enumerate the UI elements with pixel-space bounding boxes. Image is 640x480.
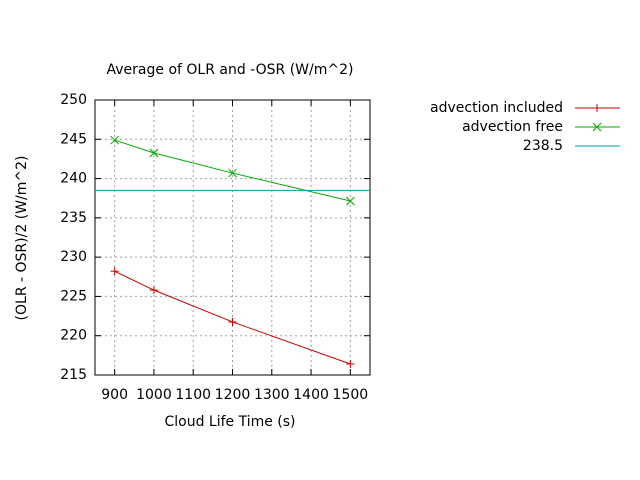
point <box>110 135 119 145</box>
y-tick-label: 245 <box>60 131 87 147</box>
x-axis-label: Cloud Life Time (s) <box>164 414 295 430</box>
x-tick-label: 1100 <box>175 387 211 403</box>
y-tick-label: 225 <box>60 288 87 304</box>
legend-label: advection free <box>462 119 563 135</box>
legend-label: 238.5 <box>523 138 563 154</box>
y-tick-label: 230 <box>60 249 87 265</box>
plot-frame <box>94 99 371 376</box>
point <box>149 148 159 158</box>
legend-marker <box>592 122 602 132</box>
point <box>346 360 355 368</box>
y-tick-label: 250 <box>60 92 87 108</box>
y-tick-label: 235 <box>60 210 87 226</box>
point <box>346 196 355 206</box>
point <box>110 267 119 276</box>
x-tick-label: 900 <box>101 387 128 403</box>
legend-label: advection included <box>430 100 563 116</box>
point <box>228 168 237 178</box>
x-tick-label: 1400 <box>293 387 329 403</box>
y-axis-label: (OLR - OSR)/2 (W/m^2) <box>14 156 30 321</box>
y-tick-label: 215 <box>60 367 87 383</box>
series-line <box>114 270 351 365</box>
chart-title: Average of OLR and -OSR (W/m^2) <box>107 62 354 78</box>
point <box>228 317 237 326</box>
y-tick-label: 240 <box>60 171 87 187</box>
x-tick-label: 1300 <box>254 387 290 403</box>
point <box>149 286 158 295</box>
x-tick-label: 1500 <box>333 387 369 403</box>
y-tick-label: 220 <box>60 328 87 344</box>
x-tick-label: 1200 <box>215 387 251 403</box>
x-tick-label: 1000 <box>136 387 172 403</box>
legend-marker <box>593 104 601 112</box>
series-line <box>114 139 351 202</box>
